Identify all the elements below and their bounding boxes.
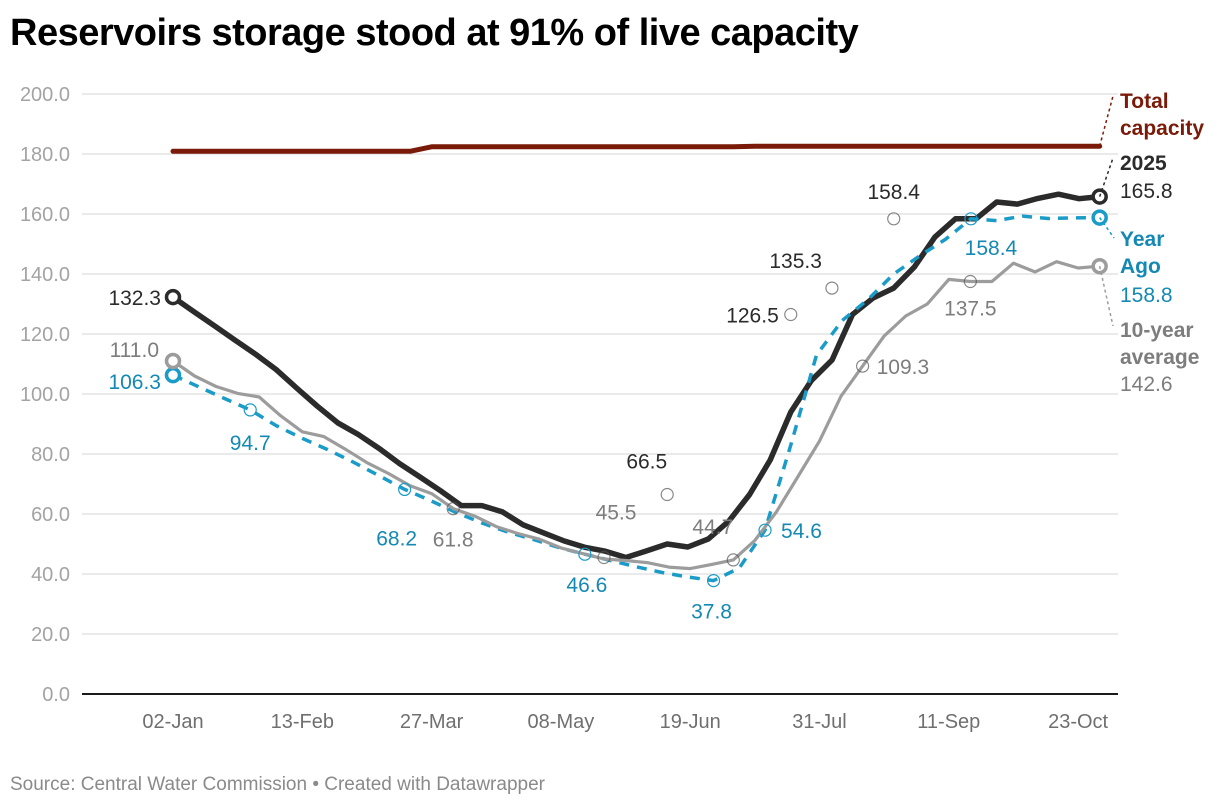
- data-label: 46.6: [566, 574, 607, 597]
- legend-label: Ago: [1120, 255, 1161, 278]
- series-line-2025: [170, 191, 1103, 561]
- series-line-10-year-average: [171, 260, 1102, 571]
- x-tick-label: 08-May: [528, 711, 595, 733]
- annotation-marker: [726, 553, 740, 567]
- y-tick-label: 100.0: [20, 384, 70, 406]
- annotation-marker: [243, 403, 257, 417]
- annotation-marker: [964, 212, 978, 226]
- y-tick-label: 60.0: [31, 504, 70, 526]
- x-axis: 02-Jan 13-Feb 27-Mar 08-May 19-Jun 31-Jul 11-S…: [142, 711, 1108, 733]
- y-tick-label: 200.0: [20, 84, 70, 106]
- y-tick-label: 20.0: [31, 624, 70, 646]
- annotation-marker: [660, 487, 674, 502]
- annotation-marker: [398, 482, 412, 496]
- legend-connector: [1099, 217, 1115, 239]
- y-tick-label: 180.0: [20, 144, 70, 166]
- data-label: 66.5: [626, 451, 667, 474]
- y-axis: 0.0 20.0 40.0 60.0 80.0 100.0 120.0 140.0 160.0 1…: [20, 84, 70, 706]
- endpoint-marker: [164, 366, 182, 384]
- y-tick-label: 160.0: [20, 204, 70, 226]
- y-tick-label: 0.0: [42, 684, 70, 706]
- annotation-marker: [758, 523, 772, 537]
- x-tick-label: 11-Sep: [917, 711, 980, 733]
- data-label: 111.0: [110, 339, 159, 362]
- inline-legend: Total capacity 2025 165.8 Year Ago 158.8 10-yea…: [1098, 90, 1204, 396]
- y-tick-label: 120.0: [20, 324, 70, 346]
- legend-label: capacity: [1120, 117, 1204, 140]
- data-label: 126.5: [726, 305, 779, 328]
- annotation-marker: [597, 550, 611, 565]
- y-tick-label: 40.0: [31, 564, 70, 586]
- legend-connector: [1098, 266, 1114, 327]
- legend-connector: [1098, 157, 1114, 197]
- x-tick-label: 23-Oct: [1048, 711, 1108, 733]
- data-label: 158.4: [867, 181, 920, 204]
- endpoint-marker: [164, 352, 182, 370]
- data-label: 109.3: [877, 356, 930, 379]
- annotation-marker: [825, 281, 839, 295]
- series-lines: [170, 143, 1103, 583]
- data-label: 68.2: [376, 527, 417, 550]
- data-label: 45.5: [596, 502, 637, 525]
- x-tick-label: 13-Feb: [271, 711, 334, 733]
- data-label: 61.8: [433, 529, 474, 552]
- y-tick-label: 140.0: [20, 264, 70, 286]
- y-tick-label: 80.0: [31, 444, 70, 466]
- legend-label: Year: [1120, 228, 1164, 251]
- data-label: 158.4: [965, 237, 1018, 260]
- annotation-marker: [963, 274, 977, 289]
- x-tick-label: 19-Jun: [660, 711, 721, 733]
- x-tick-label: 27-Mar: [400, 711, 464, 733]
- data-label: 37.8: [691, 601, 732, 624]
- x-tick-label: 02-Jan: [142, 711, 203, 733]
- data-label: 44.7: [692, 516, 733, 539]
- legend-value: 165.8: [1120, 180, 1173, 203]
- legend-label: 10-year: [1120, 319, 1194, 342]
- data-label: 106.3: [108, 371, 161, 394]
- data-label: 132.3: [108, 287, 161, 310]
- annotation-labels: 132.3 66.5 126.5 135.3 158.4 106.3 94.7 68.2 46.…: [108, 181, 1017, 624]
- annotation-markers: [164, 188, 1108, 588]
- annotation-marker: [446, 502, 460, 516]
- legend-connector: [1098, 95, 1114, 147]
- legend-value: 142.6: [1120, 373, 1173, 396]
- legend-value: 158.8: [1120, 284, 1173, 307]
- gridlines: [82, 93, 1118, 695]
- series-line-total-capacity: [170, 143, 1103, 154]
- legend-label: Total: [1120, 90, 1169, 113]
- data-label: 135.3: [769, 250, 822, 273]
- legend-label: 2025: [1120, 152, 1167, 175]
- data-label: 137.5: [944, 298, 997, 321]
- annotation-marker: [887, 212, 901, 226]
- line-chart: 0.0 20.0 40.0 60.0 80.0 100.0 120.0 140.0 160.0 1…: [20, 84, 1204, 733]
- annotation-marker: [855, 359, 870, 373]
- legend-label: average: [1120, 346, 1199, 369]
- source-note: Source: Central Water Commission • Creat…: [10, 774, 545, 795]
- data-label: 54.6: [781, 520, 822, 543]
- endpoint-marker: [164, 288, 182, 306]
- chart-title: Reservoirs storage stood at 91% of live …: [10, 12, 859, 54]
- x-tick-label: 31-Jul: [792, 711, 846, 733]
- series-line-year-ago: [172, 214, 1100, 583]
- annotation-marker: [578, 547, 592, 561]
- annotation-marker: [784, 307, 798, 322]
- annotation-marker: [706, 573, 721, 588]
- data-label: 94.7: [230, 432, 271, 455]
